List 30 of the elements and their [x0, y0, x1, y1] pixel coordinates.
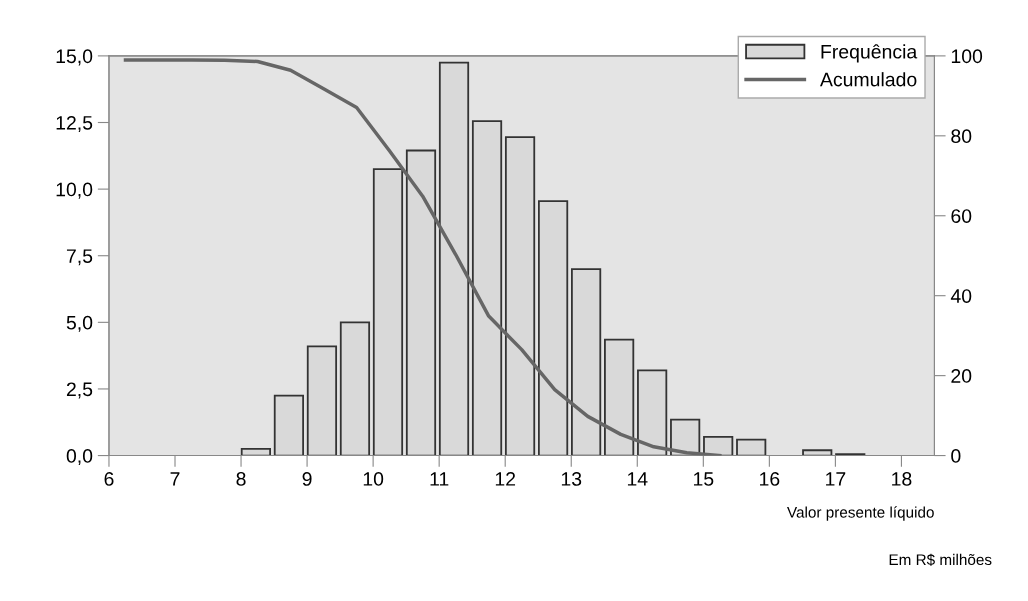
legend-label: Frequência	[821, 44, 918, 63]
y2-tick-label: 20	[951, 369, 972, 383]
x-tick-label: 8	[236, 472, 246, 486]
y2-tick-label: 60	[951, 209, 972, 223]
x-tick-label: 7	[170, 472, 180, 486]
x-tick-label: 18	[892, 472, 912, 486]
y2-tick-label: 100	[951, 49, 983, 64]
x-tick-label: 16	[760, 472, 780, 486]
x-axis-title: Valor presente líquido	[787, 506, 934, 521]
x-tick-label: 10	[363, 472, 384, 486]
x-tick-label: 6	[104, 472, 114, 486]
y-tick-label: 2,5	[66, 382, 93, 399]
x-tick-label: 9	[302, 472, 312, 486]
y-tick-label: 5,0	[66, 315, 93, 332]
x-tick-label: 13	[561, 472, 582, 486]
x-tick-label: 15	[693, 472, 714, 486]
y-tick-label: 12,5	[56, 115, 93, 133]
y2-tick-label: 40	[950, 289, 972, 303]
x-tick-label: 17	[826, 472, 846, 486]
x-tick-label: 12	[495, 472, 516, 486]
y-tick-label: 15,0	[56, 49, 93, 66]
y2-tick-label: 80	[951, 129, 972, 144]
x-tick-label: 14	[627, 472, 648, 486]
y-tick-label: 0,0	[66, 449, 93, 466]
y-tick-label: 10,0	[56, 182, 93, 199]
x-tick-label: 11	[430, 472, 449, 486]
y2-tick-label: 0	[951, 449, 961, 463]
legend-label: Acumulado	[819, 72, 917, 87]
y-tick-label: 7,5	[66, 249, 93, 266]
text: Em R$ milhões	[889, 553, 992, 566]
